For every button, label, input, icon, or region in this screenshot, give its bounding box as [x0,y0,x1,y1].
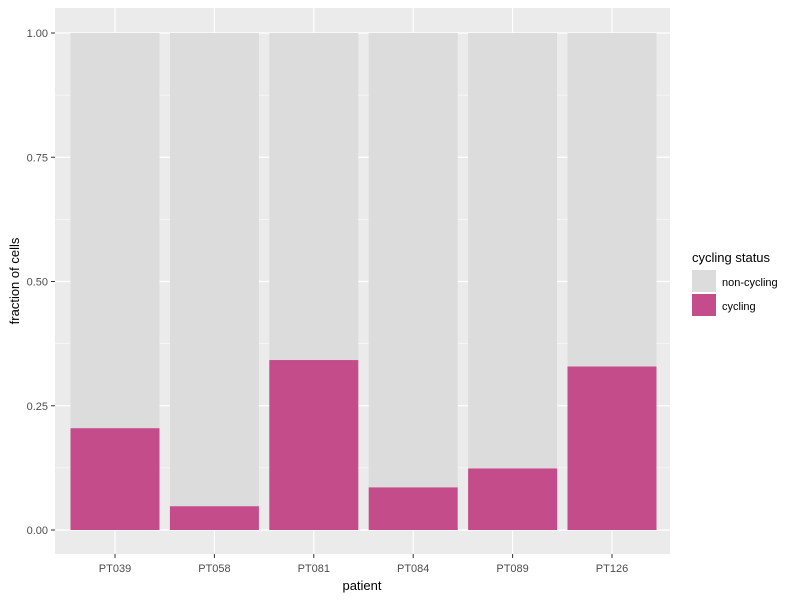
legend-label-non-cycling: non-cycling [722,277,778,289]
legend: cycling status non-cycling cycling [692,250,778,316]
bar-cycling-PT089 [468,468,558,530]
bar-cycling-PT081 [269,360,359,530]
legend-label-cycling: cycling [722,301,756,313]
bar-non-cycling-PT039 [70,33,160,429]
y-axis-title: fraction of cells [7,237,22,324]
x-axis: PT039 PT058 PT081 PT084 PT089 PT126 [99,554,628,575]
x-tick-label: PT039 [99,563,131,575]
y-tick-label: 0.25 [27,401,48,413]
bar-cycling-PT126 [567,366,657,530]
bar-non-cycling-PT126 [567,33,657,367]
y-tick-label: 0.00 [27,525,48,537]
bar-non-cycling-PT084 [368,33,458,488]
x-axis-title: patient [342,578,381,593]
legend-key-non-cycling [692,270,716,292]
legend-title: cycling status [692,250,771,265]
x-tick-label: PT058 [198,563,230,575]
y-tick-label: 0.50 [27,277,48,289]
bar-non-cycling-PT058 [169,33,259,507]
y-tick-label: 0.75 [27,152,48,164]
bar-cycling-PT039 [70,428,160,530]
bar-non-cycling-PT081 [269,33,359,361]
bar-non-cycling-PT089 [468,33,558,469]
y-tick-label: 1.00 [27,28,48,40]
legend-key-cycling [692,294,716,316]
x-tick-label: PT126 [596,563,628,575]
bar-cycling-PT084 [368,487,458,530]
x-tick-label: PT081 [298,563,330,575]
y-axis: 0.00 0.25 0.50 0.75 1.00 [27,28,55,537]
bar-cycling-PT058 [169,506,259,530]
x-tick-label: PT084 [397,563,429,575]
bars-layer [70,33,657,530]
x-tick-label: PT089 [496,563,528,575]
